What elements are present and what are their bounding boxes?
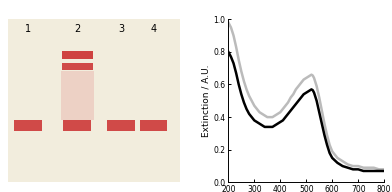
Bar [107, 120, 134, 131]
Text: 3: 3 [118, 24, 124, 34]
Bar [140, 120, 167, 131]
Bar [64, 120, 91, 131]
Text: 2: 2 [74, 24, 80, 34]
Text: 4: 4 [151, 24, 157, 34]
Bar [61, 71, 94, 120]
Y-axis label: Extinction / A.U.: Extinction / A.U. [201, 65, 211, 137]
Bar [62, 51, 93, 59]
Text: 1: 1 [25, 24, 31, 34]
Bar [62, 63, 93, 70]
Bar [14, 120, 42, 131]
